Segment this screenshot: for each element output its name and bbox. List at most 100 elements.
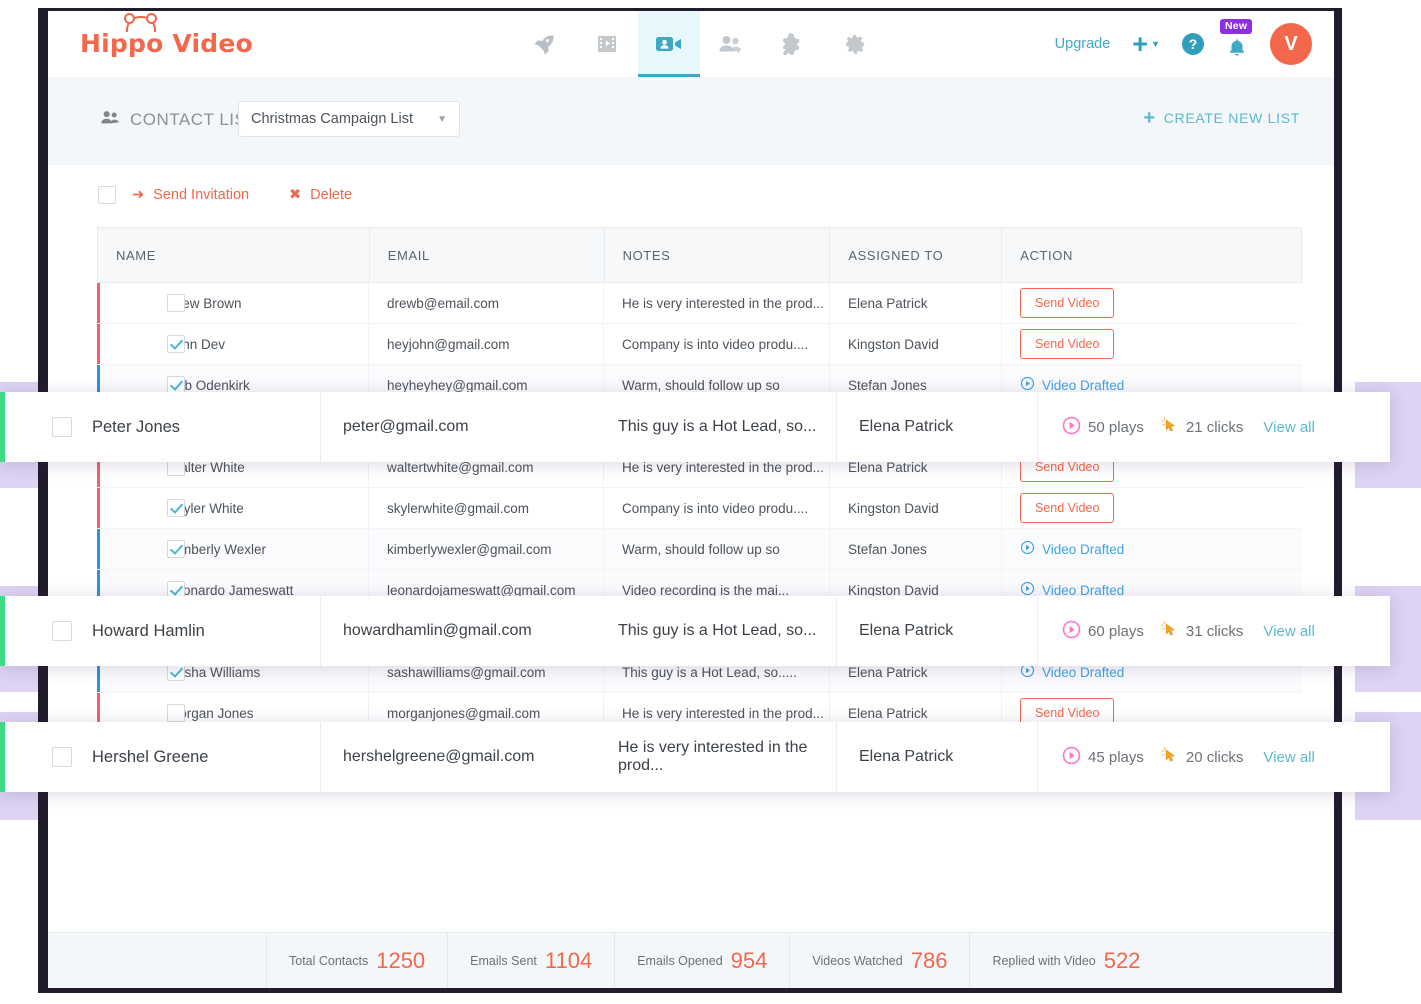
bulk-action-bar: ➜ Send Invitation ✖ Delete <box>48 165 1334 227</box>
cell-email: heyheyhey@gmail.com <box>369 365 604 405</box>
send-invitation-button[interactable]: ➜ Send Invitation <box>132 187 249 203</box>
contact-name: Sasha Williams <box>168 664 261 680</box>
clicks-label: 31 clicks <box>1185 622 1244 640</box>
cell-assigned-to: Kingston David <box>830 488 1002 528</box>
column-header-name: NAME <box>98 228 370 282</box>
row-checkbox[interactable] <box>52 621 72 641</box>
contact-list-bar: CONTACT LIST Christmas Campaign List ▼ +… <box>48 77 1334 166</box>
highlight-card[interactable]: Howard Hamlin howardhamlin@gmail.com This … <box>0 596 1390 666</box>
view-all-link[interactable]: View all <box>1263 418 1315 436</box>
cell-name: Leonardo Jameswatt <box>97 570 369 610</box>
cell-name: Skyler White <box>97 488 369 528</box>
row-checkbox[interactable] <box>52 417 72 437</box>
cell-action: Video Drafted <box>1002 652 1301 692</box>
help-icon[interactable]: ? <box>1182 33 1204 55</box>
create-new-list-button[interactable]: + CREATE NEW LIST <box>1143 108 1300 128</box>
cell-notes: Warm, should follow up so <box>604 365 830 405</box>
divider <box>836 722 837 792</box>
cell-email: drewb@email.com <box>369 283 604 323</box>
cell-name: Drew Brown <box>97 283 369 323</box>
divider <box>320 596 321 666</box>
video-drafted-link[interactable]: Video Drafted <box>1020 663 1124 681</box>
video-drafted-link[interactable]: Video Drafted <box>1020 581 1124 599</box>
row-checkbox[interactable] <box>167 335 185 353</box>
row-checkbox[interactable] <box>167 294 185 312</box>
bell-icon <box>1226 37 1248 64</box>
table-row[interactable]: Skyler White skylerwhite@gmail.com Company… <box>97 488 1302 529</box>
clicks-metric: 21 clicks <box>1160 416 1243 439</box>
row-checkbox[interactable] <box>52 747 72 767</box>
play-circle-icon <box>1062 416 1081 439</box>
stat-item: Emails Sent 1104 <box>447 933 614 988</box>
video-drafted-link[interactable]: Video Drafted <box>1020 376 1124 394</box>
table-row[interactable]: Kimberly Wexler kimberlywexler@gmail.com W… <box>97 529 1302 570</box>
column-header-notes: NOTES <box>605 228 831 282</box>
plays-label: 45 plays <box>1088 748 1144 766</box>
row-checkbox[interactable] <box>167 704 185 722</box>
row-status-strip <box>97 447 100 487</box>
avatar[interactable]: V <box>1270 23 1312 65</box>
table-row[interactable]: John Dev heyjohn@gmail.com Company is into… <box>97 324 1302 365</box>
stats-spacer <box>48 933 266 988</box>
notifications-button[interactable]: New <box>1220 19 1253 59</box>
contact-name: Hershel Greene <box>92 747 209 766</box>
column-header-action: ACTION <box>1020 247 1073 263</box>
cell-assigned-to: Elena Patrick <box>830 283 1002 323</box>
cell-assigned-to: Kingston David <box>830 324 1002 364</box>
cell-action: Send Video <box>1002 488 1301 528</box>
nav-settings[interactable] <box>824 11 886 77</box>
nav-contacts[interactable] <box>638 11 700 77</box>
cell-notes: Warm, should follow up so <box>604 529 830 569</box>
row-status-strip <box>97 365 100 405</box>
cell-action: Video Drafted <box>1002 529 1301 569</box>
cell-name: Kimberly Wexler <box>97 529 369 569</box>
cell-email: heyjohn@gmail.com <box>369 324 604 364</box>
hippo-ear-left-icon <box>124 13 135 24</box>
contact-list-select[interactable]: Christmas Campaign List ▼ <box>238 101 460 137</box>
stat-value: 786 <box>910 947 948 973</box>
send-video-button[interactable]: Send Video <box>1020 493 1115 523</box>
cell-email: sashawilliams@gmail.com <box>369 652 604 692</box>
divider <box>836 596 837 666</box>
table-row[interactable]: Drew Brown drewb@email.com He is very inte… <box>97 283 1302 324</box>
hippo-head-icon <box>126 16 156 32</box>
contacts-icon <box>100 109 120 131</box>
view-all-link[interactable]: View all <box>1263 622 1315 640</box>
row-checkbox[interactable] <box>167 499 185 517</box>
plays-metric: 60 plays <box>1062 620 1144 643</box>
row-status-strip <box>97 570 100 610</box>
contact-name: Walter White <box>168 459 245 475</box>
select-all-checkbox[interactable] <box>98 186 116 204</box>
stat-value: 954 <box>730 947 768 973</box>
nav-integrations[interactable] <box>762 11 824 77</box>
send-video-button[interactable]: Send Video <box>1020 329 1115 359</box>
cell-assigned-to: Elena Patrick <box>859 622 954 639</box>
row-checkbox[interactable] <box>167 540 185 558</box>
nav-videos[interactable] <box>576 11 638 77</box>
video-drafted-link[interactable]: Video Drafted <box>1020 540 1124 558</box>
cell-notes: He is very interested in the prod... <box>618 739 808 774</box>
nav-rocket[interactable] <box>514 11 576 77</box>
highlight-strip <box>0 596 5 666</box>
cell-assigned-to: Elena Patrick <box>859 418 954 435</box>
cell-email: peter@gmail.com <box>343 418 469 435</box>
film-icon <box>595 32 619 56</box>
send-video-button[interactable]: Send Video <box>1020 288 1115 318</box>
add-new-button[interactable]: + ▼ <box>1132 31 1160 58</box>
delete-button[interactable]: ✖ Delete <box>289 187 352 203</box>
plays-metric: 50 plays <box>1062 416 1144 439</box>
row-status-strip <box>97 324 100 364</box>
highlight-card[interactable]: Peter Jones peter@gmail.com This guy is a … <box>0 392 1390 462</box>
highlight-card[interactable]: Hershel Greene hershelgreene@gmail.com He … <box>0 722 1390 792</box>
play-circle-icon <box>1062 746 1081 769</box>
contact-list-label: CONTACT LIST <box>130 110 258 129</box>
nav-team[interactable] <box>700 11 762 77</box>
cell-name: Hershel Greene <box>0 747 320 767</box>
stat-label: Videos Watched <box>812 953 903 968</box>
upgrade-button[interactable]: Upgrade <box>1054 36 1111 52</box>
arrow-right-icon: ➜ <box>132 187 145 203</box>
hippo-video-logo[interactable]: Hippo Video <box>80 13 253 58</box>
hippo-ear-right-icon <box>146 13 157 24</box>
view-all-link[interactable]: View all <box>1263 748 1315 766</box>
video-drafted-label: Video Drafted <box>1042 541 1125 557</box>
